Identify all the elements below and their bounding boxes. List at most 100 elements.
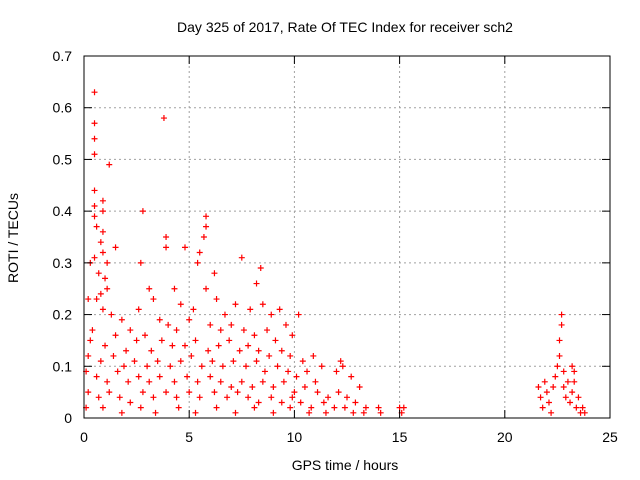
data-point [318,363,325,370]
data-point [543,389,550,396]
data-point [181,244,188,251]
x-tick-label: 20 [497,429,513,445]
data-point [282,321,289,328]
data-point [579,404,586,411]
data-point [99,249,106,256]
data-point [537,394,544,401]
data-point [360,409,367,416]
y-tick-label: 0.7 [53,48,73,64]
data-point [331,404,338,411]
data-point [362,404,369,411]
y-tick-labels: 0 0.1 0.2 0.3 0.4 0.5 0.6 0.7 [53,48,73,426]
data-point [99,208,106,215]
data-point [188,352,195,359]
data-point [297,399,304,406]
data-point [93,223,100,230]
data-point [558,311,565,318]
data-point [150,394,157,401]
data-point [154,358,161,365]
data-point [548,409,555,416]
data-point [251,404,258,411]
data-point [93,373,100,380]
data-point [560,383,567,390]
data-point [142,332,149,339]
data-point [322,409,329,416]
data-point [177,358,184,365]
data-point [562,394,569,401]
data-point [249,383,256,390]
data-point [301,383,308,390]
data-point [102,342,109,349]
data-point [253,358,260,365]
data-point [186,316,193,323]
data-point [99,404,106,411]
data-point [377,409,384,416]
data-point [257,265,264,272]
data-point [554,363,561,370]
data-point [215,342,222,349]
data-point [196,249,203,256]
data-point [272,337,279,344]
y-tick-label: 0.5 [53,151,73,167]
data-point [89,327,96,334]
data-point [203,213,210,220]
data-point [545,399,552,406]
data-point [304,368,311,375]
x-tick-label: 25 [602,429,618,445]
data-point [194,259,201,266]
data-point [571,378,578,385]
data-point [375,404,382,411]
data-point [192,337,199,344]
data-point [541,378,548,385]
data-point [291,389,298,396]
data-point [211,270,218,277]
data-point [127,327,134,334]
data-point [106,161,113,168]
data-point [266,352,273,359]
data-point [200,234,207,240]
data-point [118,409,125,416]
data-point [163,234,170,240]
data-point [91,120,98,127]
data-point [91,202,98,209]
x-tick-label: 0 [80,429,88,445]
data-point [581,409,588,416]
data-point [87,337,94,344]
data-point [165,321,172,328]
data-point [169,342,176,349]
data-point [217,378,224,385]
data-point [270,409,277,416]
x-tick-label: 15 [392,429,408,445]
data-point [539,404,546,411]
data-point [228,383,235,390]
data-point [245,342,252,349]
data-point [224,394,231,401]
data-point [137,259,144,266]
data-point [261,368,268,375]
data-point [91,151,98,158]
data-point [240,327,247,334]
y-tick-label: 0.2 [53,307,73,323]
data-point [400,404,407,411]
data-point [158,337,165,344]
data-point [234,389,241,396]
data-point [293,373,300,380]
data-point [85,352,92,359]
data-point [196,394,203,401]
data-point [91,135,98,142]
data-point [278,399,285,406]
data-point [255,347,262,354]
x-tick-label: 5 [185,429,193,445]
data-point [230,358,237,365]
data-point [116,394,123,401]
data-point [209,358,216,365]
data-point [167,363,174,370]
data-point [97,358,104,365]
data-point [171,378,178,385]
x-tick-labels: 0 5 10 15 20 25 [80,429,618,445]
data-point [171,285,178,292]
data-point [219,363,226,370]
data-point [125,378,132,385]
chart-title: Day 325 of 2017, Rate Of TEC Index for r… [177,19,513,35]
